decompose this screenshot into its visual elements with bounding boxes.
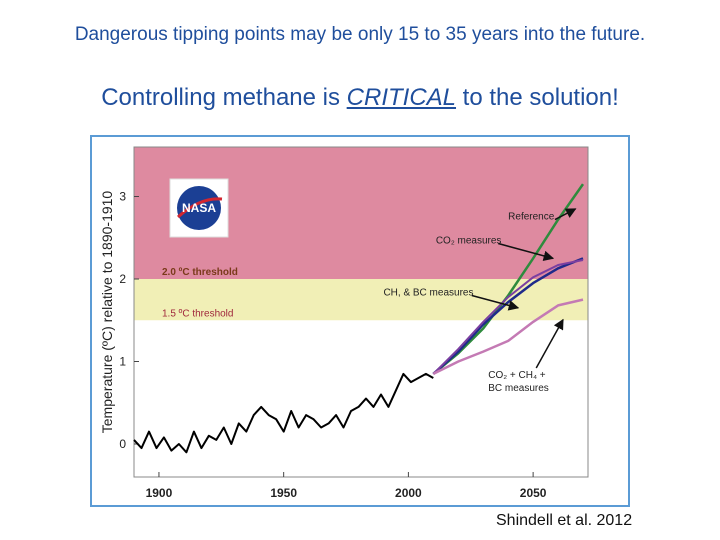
headline-critical-word: CRITICAL bbox=[347, 84, 456, 111]
temperature-chart-svg: 0 1 2 3 1900 1950 2000 2050 Temperature (ºC) rel… bbox=[92, 137, 628, 505]
annotation-ch4-text: CH, & BC measures bbox=[383, 288, 473, 299]
citation: Shindell et al. 2012 bbox=[496, 512, 632, 530]
y-tick-label: 0 bbox=[119, 437, 126, 451]
threshold-label-1-5: 1.5 ºC threshold bbox=[162, 308, 233, 319]
annotation-co2-text: CO₂ measures bbox=[436, 236, 502, 247]
headline-tipping-points: Dangerous tipping points may be only 15 … bbox=[0, 24, 720, 46]
y-axis-label: Temperature (ºC) relative to 1890-1910 bbox=[99, 191, 115, 434]
headline-methane-prefix: Controlling methane is bbox=[101, 84, 346, 111]
annotation-combined-line: BC measures bbox=[488, 383, 549, 394]
threshold-label-2-0: 2.0 ºC threshold bbox=[162, 267, 238, 278]
x-tick-label: 2000 bbox=[395, 486, 422, 500]
y-tick-label: 2 bbox=[119, 272, 126, 286]
annotation-combined-line: CO₂ + CH₄ + bbox=[488, 370, 546, 381]
headline-methane: Controlling methane is CRITICAL to the s… bbox=[0, 84, 720, 112]
x-tick-label: 2050 bbox=[520, 486, 547, 500]
nasa-logo-text: NASA bbox=[182, 201, 216, 215]
temperature-chart: 0 1 2 3 1900 1950 2000 2050 Temperature (ºC) rel… bbox=[90, 135, 630, 507]
x-tick-label: 1950 bbox=[270, 486, 297, 500]
y-tick-label: 1 bbox=[119, 355, 126, 369]
y-tick-label: 3 bbox=[119, 190, 126, 204]
headline-methane-suffix: to the solution! bbox=[456, 84, 619, 111]
x-tick-label: 1900 bbox=[146, 486, 173, 500]
annotation-reference-text: Reference bbox=[508, 212, 555, 223]
